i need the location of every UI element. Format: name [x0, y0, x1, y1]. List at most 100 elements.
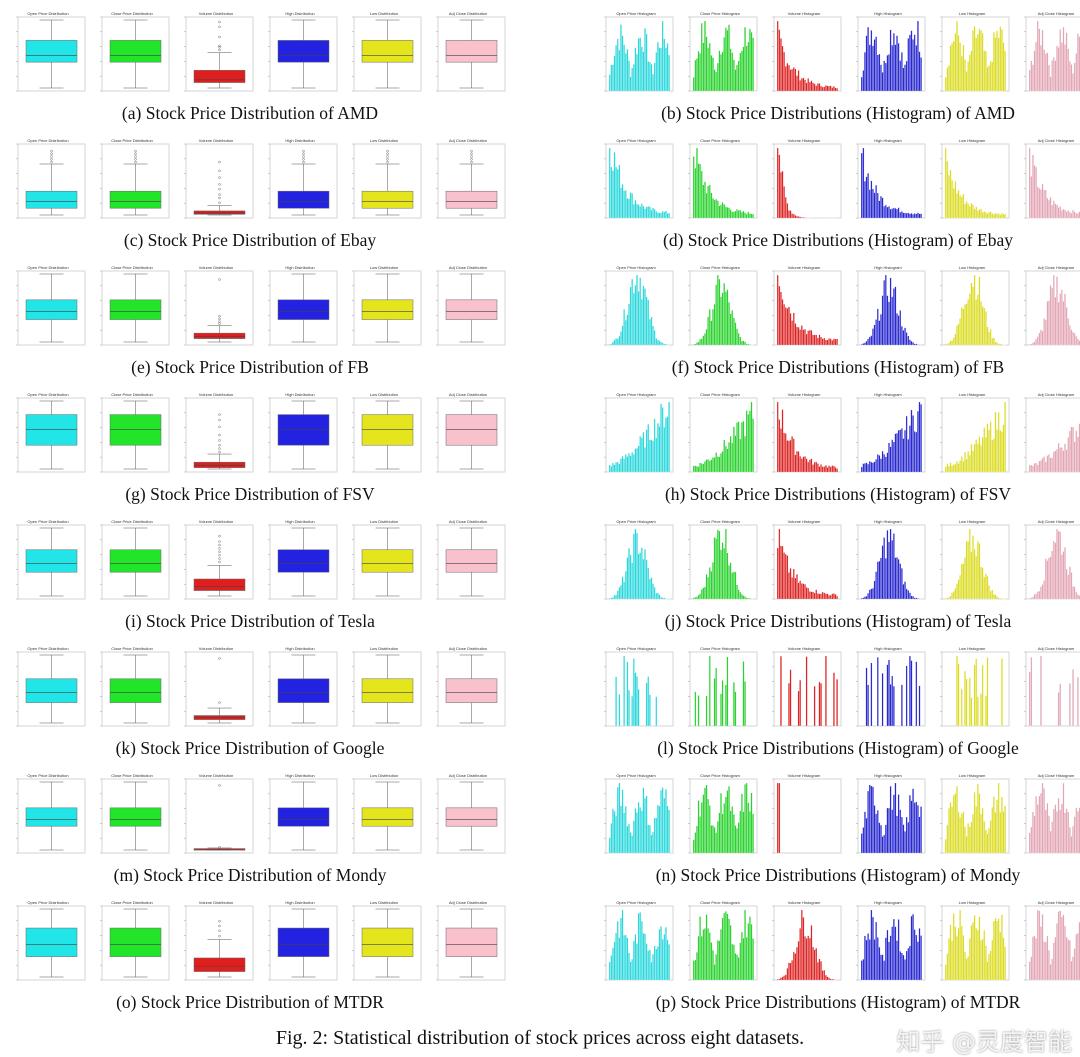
histogram-bar: [960, 55, 963, 92]
panel-title: High Distribution: [285, 773, 315, 778]
histogram-bar: [884, 558, 887, 600]
histogram-bar: [862, 827, 865, 854]
histogram-bar: [653, 817, 656, 854]
histogram-bar: [710, 942, 713, 981]
histogram-bar: [791, 436, 793, 473]
histogram-bar: [812, 82, 814, 92]
box-panel: Open Price Distribution: [8, 900, 88, 988]
outlier-point: [218, 320, 221, 323]
histogram-bar: [809, 329, 811, 346]
histogram-bar: [745, 343, 748, 346]
histogram-bar: [978, 436, 981, 473]
histogram-bar: [883, 960, 886, 981]
panel-title: High Distribution: [285, 519, 315, 524]
histogram-bar: [629, 286, 632, 346]
plot-frame: [773, 651, 842, 727]
histogram-bar: [613, 152, 616, 219]
histogram-bar: [710, 825, 713, 854]
histogram-bar: [718, 205, 721, 219]
histogram-bar: [663, 38, 666, 92]
histogram-bar: [1028, 961, 1031, 981]
histogram-bar: [712, 309, 714, 346]
outlier-point: [302, 152, 305, 156]
box-panel: Volume Distribution: [176, 773, 256, 861]
histogram-bar: [978, 916, 981, 981]
histogram-bar: [807, 461, 810, 473]
box-panel: Close Price Distribution: [92, 265, 172, 353]
histogram-bar: [954, 333, 957, 346]
box-panel: Adj Close Distribution: [428, 646, 508, 734]
histogram-bar: [702, 463, 705, 473]
histogram-bar: [634, 528, 637, 600]
panel-title: Close Price Histogram: [700, 519, 740, 524]
histogram-bar: [1001, 658, 1003, 727]
panel-group: Open Price Distribution Close Price Distr…: [8, 773, 508, 861]
histogram-bar: [978, 28, 981, 92]
histogram-bar: [1038, 460, 1041, 473]
histogram-bar: [699, 593, 701, 600]
histogram-bar: [781, 546, 784, 600]
histogram-bar: [875, 921, 877, 981]
histogram-bar: [716, 62, 719, 92]
histogram-bar: [1048, 64, 1050, 92]
histogram-bar: [891, 208, 894, 219]
histogram-bar: [728, 565, 730, 600]
histogram-bar: [818, 593, 821, 600]
histogram-bar: [804, 79, 806, 92]
histogram-bar: [948, 466, 950, 473]
histogram-bar: [791, 577, 793, 600]
histogram-bar: [705, 784, 708, 854]
histogram-bar: [610, 343, 613, 346]
histogram-bar: [968, 206, 971, 219]
histogram-bar: [954, 464, 957, 473]
histogram-bar: [699, 339, 701, 346]
histogram-bar: [752, 213, 754, 219]
histogram-bar: [878, 455, 881, 473]
histogram-bar: [715, 71, 718, 92]
box-panel: Low Distribution: [344, 646, 424, 734]
histogram-bar: [813, 592, 816, 600]
histogram-bar: [1041, 330, 1044, 346]
panel-group: Open Price Histogram Close Price Histogra…: [596, 900, 1080, 988]
histogram-bar: [893, 441, 895, 473]
histogram-bar: [888, 659, 890, 727]
histogram-bar: [639, 912, 642, 981]
box: [25, 807, 78, 827]
histogram-bar: [752, 813, 754, 854]
histogram-bar: [820, 336, 822, 346]
histogram-bar: [781, 299, 784, 346]
plot-frame: [605, 651, 674, 727]
histogram-bar: [636, 203, 638, 219]
histogram-bar: [965, 541, 968, 600]
histogram-bar: [665, 210, 667, 219]
histogram-bar: [737, 333, 740, 346]
histogram-bar: [1044, 941, 1047, 981]
histogram-bar: [975, 556, 978, 600]
histogram-bar: [970, 444, 973, 473]
histogram-bar: [615, 338, 617, 346]
histogram-bar: [699, 462, 701, 473]
histogram-bar: [809, 937, 811, 981]
histogram-bar: [1041, 457, 1044, 473]
box-panel: Volume Distribution: [176, 646, 256, 734]
panel-title: Open Price Distribution: [27, 265, 69, 270]
box-panel: High Distribution: [260, 646, 340, 734]
histogram-bar: [641, 203, 643, 219]
histogram-bar: [725, 911, 727, 981]
panel-group: Open Price Histogram Close Price Histogra…: [596, 265, 1080, 353]
histogram-bar: [951, 806, 953, 854]
histogram-bar: [1057, 692, 1060, 727]
histogram-bar: [652, 440, 654, 473]
box: [109, 299, 162, 320]
histogram-bar: [657, 339, 659, 346]
outlier-point: [218, 554, 221, 557]
histogram-bar: [1075, 807, 1078, 854]
histogram-bar: [1028, 147, 1031, 219]
histogram-bar: [1057, 798, 1060, 854]
histogram-bar: [789, 962, 792, 981]
histogram-bar: [873, 939, 876, 981]
histogram-bar: [896, 940, 898, 981]
histogram-bar: [867, 593, 869, 600]
histogram-bar: [946, 67, 949, 92]
histogram-bar: [986, 213, 989, 219]
